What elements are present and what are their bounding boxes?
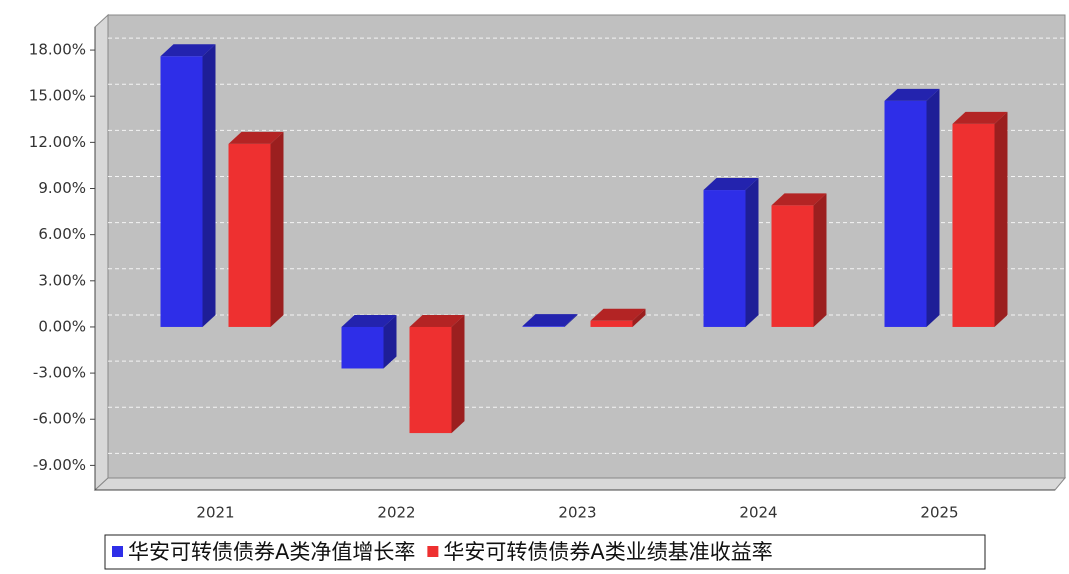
y-tick-label: 12.00% [29, 133, 86, 151]
bar-side [745, 178, 759, 327]
x-tick-label: 2025 [920, 504, 958, 522]
bar [952, 123, 995, 327]
bar-side [564, 314, 578, 327]
y-tick-label: -3.00% [33, 364, 86, 382]
legend-swatch [427, 546, 439, 557]
legend [104, 534, 986, 570]
x-tick-label: 2022 [377, 504, 415, 522]
x-tick-label: 2023 [558, 504, 596, 522]
bar [590, 320, 633, 327]
bar [160, 56, 203, 327]
bar [703, 190, 746, 327]
bar-side [813, 193, 827, 327]
bar [771, 205, 814, 327]
x-tick-label: 2024 [739, 504, 777, 522]
bar-side [202, 44, 216, 327]
bar-top [409, 314, 465, 327]
bar-top [590, 308, 646, 321]
bar [228, 143, 271, 327]
bar-top [522, 314, 578, 327]
y-tick-label: 15.00% [29, 87, 86, 105]
bar-top [884, 88, 940, 101]
y-tick-label: 0.00% [38, 317, 86, 335]
floor [93, 477, 1067, 491]
bar-side [451, 314, 465, 434]
y-tick-label: -6.00% [33, 410, 86, 428]
bar-side [632, 308, 646, 327]
bar [341, 326, 384, 369]
y-tick-label: 6.00% [38, 225, 86, 243]
bar-top [703, 178, 759, 191]
y-tick-label: 3.00% [38, 271, 86, 289]
legend-swatch [112, 546, 123, 557]
legend-label: 华安可转债债券A类净值增长率 [128, 540, 415, 564]
bar-side [994, 111, 1008, 327]
y-tick-label: -9.00% [33, 456, 86, 474]
bar-top [771, 193, 827, 206]
bar [409, 326, 452, 434]
y-tick-label: 9.00% [38, 179, 86, 197]
bar-side [926, 88, 940, 327]
y-tick-label: 18.00% [29, 41, 86, 59]
bar-top [160, 44, 216, 57]
bar-top [341, 314, 397, 327]
bar [884, 100, 927, 327]
bar-top [952, 111, 1008, 124]
bar-side [383, 314, 397, 369]
left-wall [94, 13, 109, 492]
bar [522, 326, 565, 327]
legend-label: 华安可转债债券A类业绩基准收益率 [443, 540, 772, 564]
bar-side [270, 131, 284, 327]
x-tick-label: 2021 [196, 504, 234, 522]
bar-top [228, 131, 284, 144]
